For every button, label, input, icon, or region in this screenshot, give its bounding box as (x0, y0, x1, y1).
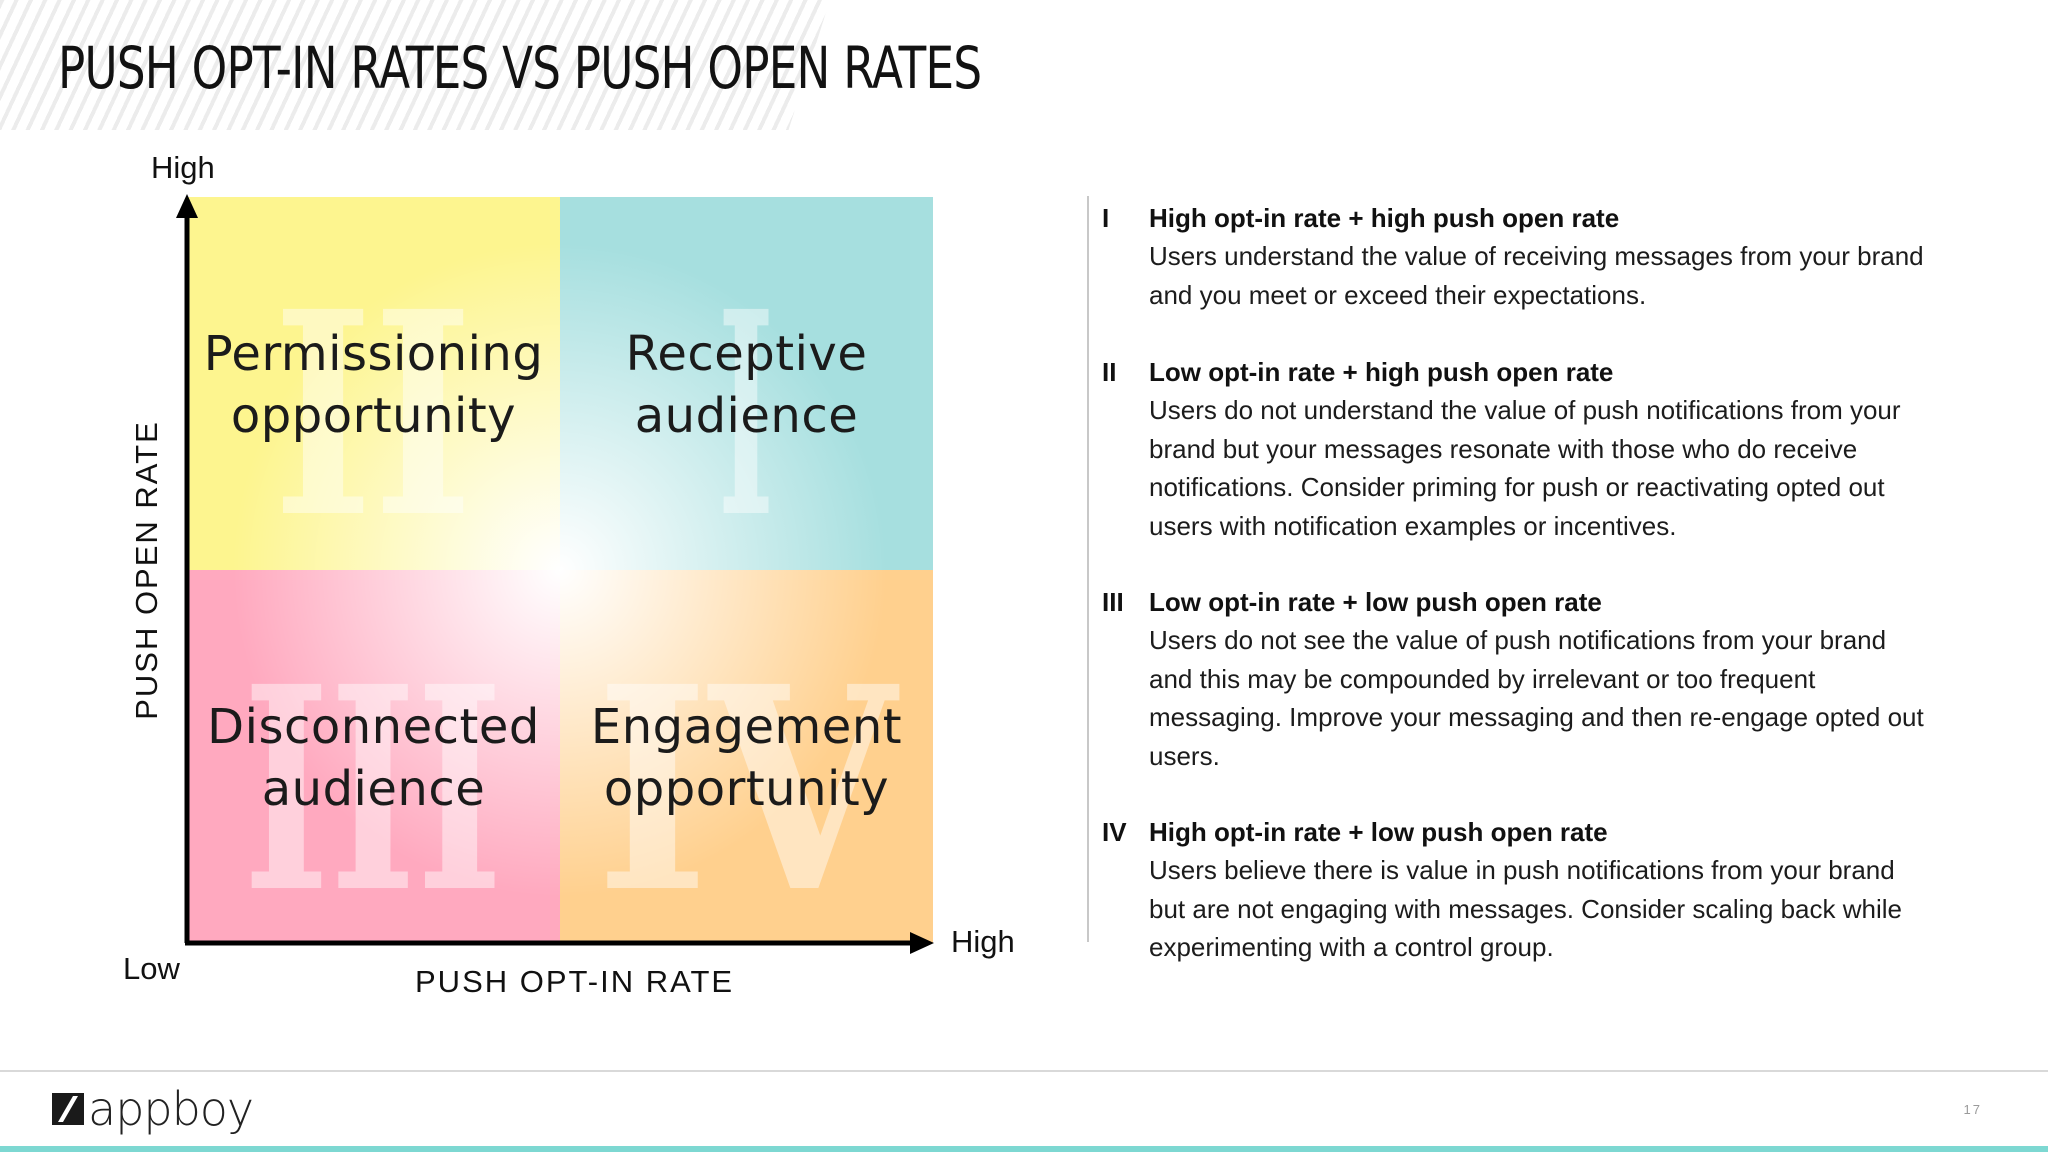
description-line: users with notification examples or ince… (1149, 510, 1677, 541)
description-item-i: I High opt-in rate + high push open rate… (1100, 199, 1980, 314)
description-line: and you meet or exceed their expectation… (1149, 279, 1647, 310)
quadrant-label-line: Permissioning (203, 326, 544, 382)
quadrant-top-right (560, 197, 933, 570)
description-line: experimenting with a control group. (1149, 932, 1554, 962)
x-axis-title: PUSH OPT-IN RATE (415, 964, 735, 999)
quadrant-label-line: Receptive (625, 326, 868, 382)
y-axis-arrowhead (176, 194, 198, 218)
description-line: Users do not understand the value of pus… (1149, 395, 1901, 425)
description-numeral: I (1102, 203, 1110, 233)
quadrant-label-line: opportunity (603, 761, 890, 817)
description-numeral: III (1102, 587, 1124, 617)
axes (176, 194, 934, 954)
appboy-logo-text: appboy (88, 1082, 254, 1136)
page-title: PUSH OPT-IN RATES VS PUSH OPEN RATES (58, 34, 982, 102)
watermark-numeral-i: I (718, 251, 774, 580)
quadrant-top-left (187, 197, 560, 570)
quadrant-label-line: opportunity (230, 388, 517, 444)
description-numeral: II (1102, 357, 1117, 387)
page-number: 17 (1963, 1102, 1982, 1117)
quadrant-label-line: audience (261, 761, 486, 817)
description-item-iii: III Low opt-in rate + low push open rate… (1100, 583, 1980, 775)
quadrant-label-line: audience (634, 388, 859, 444)
description-line: and this may be compounded by irrelevant… (1149, 663, 1816, 694)
description-line: brand but your messages resonate with th… (1149, 433, 1858, 464)
description-line: Users understand the value of receiving … (1149, 241, 1924, 271)
description-line: notifications. Consider priming for push… (1149, 472, 1885, 502)
quadrant-label-line: Disconnected (207, 699, 540, 755)
quadrant-bottom-left (187, 570, 560, 943)
watermark-numeral-iii: III (243, 626, 503, 955)
footer-accent-bar (0, 1146, 2048, 1152)
origin-low-label: Low (123, 951, 180, 986)
quadrant-bottom-right (560, 570, 933, 943)
description-body: Users do not understand the value of pus… (1149, 391, 1980, 545)
appboy-logo: appboy (52, 1082, 254, 1136)
description-item-ii: II Low opt-in rate + high push open rate… (1100, 353, 1980, 545)
quadrant-label-disconnected: Disconnected audience (187, 696, 560, 820)
descriptions-divider (1087, 196, 1089, 942)
description-line: users. (1149, 740, 1220, 771)
appboy-logo-mark-icon (52, 1093, 84, 1125)
watermark-numeral-ii: II (273, 251, 473, 580)
description-numeral: IV (1102, 817, 1127, 847)
quadrant-label-line: Engagement (590, 699, 903, 755)
quadrant-label-engagement: Engagement opportunity (560, 696, 933, 820)
quadrant-label-receptive: Receptive audience (560, 323, 933, 447)
description-heading: High opt-in rate + high push open rate (1149, 203, 1620, 233)
y-axis-high-label: High (151, 150, 215, 185)
x-axis-arrowhead (910, 932, 934, 954)
watermark-numeral-iv: IV (596, 626, 901, 955)
description-line: messaging. Improve your messaging and th… (1149, 702, 1924, 732)
description-body: Users understand the value of receiving … (1149, 237, 1980, 314)
x-axis-high-label: High (951, 924, 1015, 959)
description-heading: Low opt-in rate + high push open rate (1149, 357, 1614, 387)
description-body: Users do not see the value of push notif… (1149, 621, 1980, 775)
description-line: Users believe there is value in push not… (1149, 855, 1895, 885)
y-axis-title: PUSH OPEN RATE (129, 420, 164, 720)
description-line: Users do not see the value of push notif… (1149, 625, 1887, 655)
description-line: but are not engaging with messages. Cons… (1149, 893, 1902, 924)
title-hatch-band (0, 0, 830, 130)
description-body: Users believe there is value in push not… (1149, 851, 1980, 967)
description-item-iv: IV High opt-in rate + low push open rate… (1100, 813, 1980, 967)
quadrant-label-permissioning: Permissioning opportunity (187, 323, 560, 447)
description-heading: Low opt-in rate + low push open rate (1149, 587, 1602, 617)
footer-divider (0, 1070, 2048, 1072)
description-heading: High opt-in rate + low push open rate (1149, 817, 1608, 847)
